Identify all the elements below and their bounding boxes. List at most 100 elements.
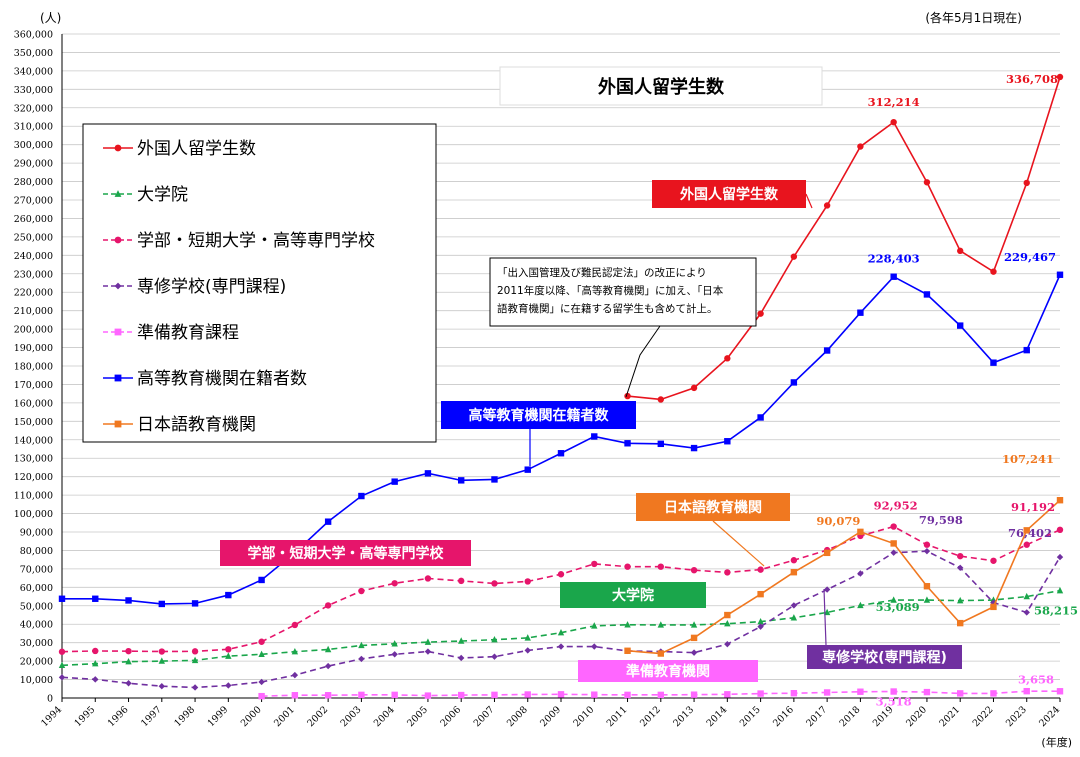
callout-box-grad	[560, 582, 706, 608]
callout-label-grad: 大学院	[612, 587, 654, 604]
data-point	[1056, 553, 1064, 561]
data-point	[591, 691, 598, 698]
data-point	[114, 420, 122, 428]
data-point	[1023, 609, 1030, 616]
value-label-undergrad-2019: 92,952	[874, 499, 918, 513]
data-point	[291, 648, 299, 655]
series-undergrad	[58, 523, 1064, 655]
x-tick-label: 2012	[638, 704, 663, 729]
data-point	[1023, 541, 1030, 548]
x-tick-label: 1996	[106, 704, 131, 729]
data-point	[690, 566, 698, 574]
series-vocational	[58, 547, 1064, 691]
data-point	[724, 438, 731, 445]
data-point	[125, 657, 132, 665]
data-point	[923, 596, 931, 603]
data-point	[1023, 527, 1030, 534]
data-point	[158, 600, 165, 608]
x-tick-label: 2015	[738, 704, 763, 729]
y-tick-label: 350,000	[14, 48, 53, 59]
data-point	[923, 688, 931, 696]
data-point	[957, 322, 964, 329]
data-point	[391, 651, 398, 658]
value-label-total-2024: 336,708	[1006, 72, 1058, 86]
data-point	[458, 477, 465, 484]
data-point	[324, 662, 332, 670]
data-point	[58, 648, 66, 655]
x-tick-label: 2016	[771, 704, 796, 729]
series-callouts: 外国人留学生数高等教育機関在籍者数日本語教育機関学部・短期大学・高等専門学校大学…	[220, 180, 962, 682]
callout-box-higher	[441, 401, 636, 429]
data-point	[1023, 592, 1030, 600]
data-point	[990, 603, 997, 611]
data-point	[823, 202, 831, 209]
data-point	[890, 688, 897, 695]
data-point	[823, 689, 831, 696]
data-point	[458, 654, 465, 662]
data-point	[92, 647, 99, 655]
data-point	[591, 643, 598, 650]
x-tick-label: 2011	[605, 704, 630, 729]
data-point	[424, 638, 432, 645]
data-point	[491, 476, 498, 483]
x-tick-label: 2013	[671, 704, 696, 729]
y-tick-label: 170,000	[14, 380, 53, 391]
x-tick-label: 2021	[937, 704, 962, 729]
data-point	[1056, 271, 1064, 278]
y-tick-label: 120,000	[14, 472, 53, 483]
data-point	[258, 692, 265, 700]
value-label-vocational-2024: 76,402	[1008, 526, 1052, 540]
x-tick-label: 2017	[804, 704, 829, 729]
data-point	[358, 655, 365, 663]
data-point	[424, 692, 432, 699]
data-point	[58, 674, 66, 681]
data-point	[957, 552, 964, 560]
data-point	[491, 580, 498, 587]
data-point	[690, 621, 698, 628]
data-point	[890, 273, 897, 280]
data-point	[890, 540, 897, 547]
callout-label-higher: 高等教育機関在籍者数	[469, 407, 610, 424]
data-point	[857, 143, 864, 150]
data-point	[458, 577, 465, 585]
data-point	[823, 549, 831, 557]
y-tick-label: 20,000	[20, 657, 53, 668]
data-point	[790, 557, 798, 564]
y-tick-label: 110,000	[14, 491, 53, 502]
data-point	[258, 638, 265, 645]
data-point	[114, 374, 122, 382]
data-point	[990, 557, 997, 564]
legend-label-higher: 高等教育機関在籍者数	[137, 369, 307, 389]
data-point	[158, 657, 165, 664]
callout-box-vocational	[807, 645, 962, 669]
y-axis: 0 10,000 20,000 30,000 40,000 50,000 60,000 70,…	[14, 30, 63, 705]
legend-label-vocational: 専修学校(専門課程)	[137, 277, 286, 297]
callout-label-undergrad: 学部・短期大学・高等専門学校	[248, 545, 445, 562]
data-point	[391, 640, 398, 647]
value-label-japanese-2018: 90,079	[816, 514, 860, 528]
data-point	[191, 600, 199, 607]
y-tick-label: 140,000	[14, 435, 53, 446]
x-tick-label: 2002	[305, 704, 330, 729]
y-tick-label: 290,000	[14, 159, 53, 170]
chart-title-box	[499, 66, 823, 106]
y-tick-label: 180,000	[14, 362, 53, 373]
x-tick-label: 2000	[239, 704, 264, 729]
y-tick-label: 310,000	[14, 122, 53, 133]
y-tick-label: 70,000	[20, 564, 53, 575]
x-tick-label: 2024	[1037, 704, 1062, 729]
data-point	[324, 602, 332, 609]
data-point	[690, 444, 698, 452]
data-point	[92, 676, 99, 683]
data-point	[225, 591, 232, 599]
y-tick-label: 230,000	[14, 269, 53, 280]
data-point	[857, 528, 864, 536]
x-tick-label: 2003	[339, 704, 364, 729]
y-tick-label: 220,000	[14, 288, 53, 299]
data-point	[557, 571, 565, 578]
data-point	[58, 595, 66, 602]
data-point	[690, 384, 698, 392]
y-tick-label: 330,000	[14, 85, 53, 96]
data-point	[191, 648, 199, 655]
